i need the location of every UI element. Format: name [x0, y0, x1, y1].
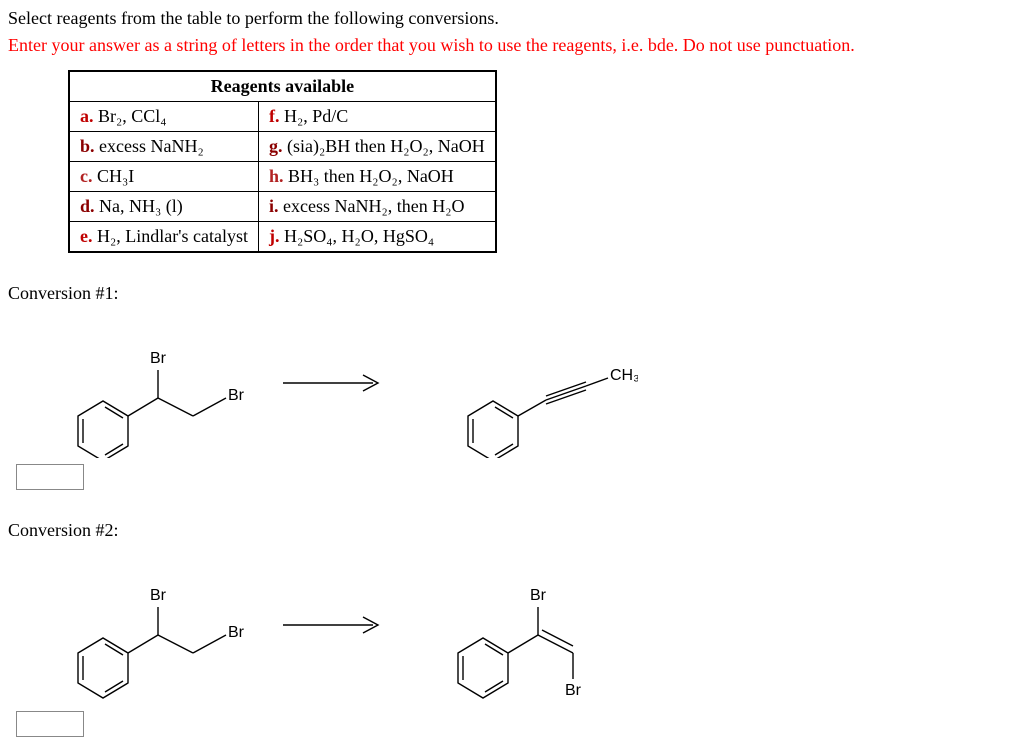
conversion-2-answer-input[interactable]	[16, 711, 84, 737]
reagent-text-j: H₂SO₄, H₂O, HgSO₄	[284, 226, 434, 246]
reagent-text-d: Na, NH₃ (l)	[99, 196, 183, 216]
reagent-text-e: H₂, Lindlar's catalyst	[97, 226, 248, 246]
reagent-label-j: j.	[269, 226, 280, 246]
atom-label-br: Br	[228, 387, 245, 404]
reagent-label-i: i.	[269, 196, 279, 216]
reagent-label-e: e.	[80, 226, 93, 246]
reagent-row: b. excess NaNH₂ g. (sia)₂BH then H₂O₂, N…	[69, 132, 496, 162]
reagent-text-f: H₂, Pd/C	[284, 106, 348, 126]
instruction-line-1: Select reagents from the table to perfor…	[8, 8, 1016, 29]
reagent-text-c: CH₃I	[97, 166, 134, 186]
reagent-label-h: h.	[269, 166, 284, 186]
atom-label-ch3: CH₃	[610, 367, 638, 384]
reagent-label-a: a.	[80, 106, 94, 126]
atom-label-br: Br	[150, 587, 167, 604]
conversion-1-product: CH₃	[418, 308, 638, 458]
reagent-row: e. H₂, Lindlar's catalyst j. H₂SO₄, H₂O,…	[69, 222, 496, 253]
reagent-text-h: BH₃ then H₂O₂, NaOH	[288, 166, 454, 186]
reagent-label-d: d.	[80, 196, 95, 216]
reagent-label-f: f.	[269, 106, 280, 126]
conversion-1-answer-input[interactable]	[16, 464, 84, 490]
reagent-row: d. Na, NH₃ (l) i. excess NaNH₂, then H₂O	[69, 192, 496, 222]
reaction-arrow-icon	[278, 605, 388, 645]
reagent-row: c. CH₃I h. BH₃ then H₂O₂, NaOH	[69, 162, 496, 192]
atom-label-br: Br	[565, 682, 582, 699]
conversion-1-scheme: Br Br CH₃	[28, 308, 1016, 458]
conversion-2-reactant: Br Br	[28, 545, 248, 705]
reagents-table-header: Reagents available	[69, 71, 496, 102]
reagent-text-b: excess NaNH₂	[99, 136, 204, 156]
atom-label-br: Br	[150, 350, 167, 367]
reaction-arrow-icon	[278, 363, 388, 403]
instruction-line-2: Enter your answer as a string of letters…	[8, 35, 1016, 56]
conversion-2-scheme: Br Br Br Br	[28, 545, 1016, 705]
reagent-row: a. Br₂, CCl₄ f. H₂, Pd/C	[69, 102, 496, 132]
atom-label-br: Br	[530, 587, 547, 604]
conversion-2-product: Br Br	[418, 545, 638, 705]
conversion-2-label: Conversion #2:	[8, 520, 1016, 541]
conversion-1-reactant: Br Br	[28, 308, 248, 458]
reagent-text-i: excess NaNH₂, then H₂O	[283, 196, 465, 216]
reagent-text-g: (sia)₂BH then H₂O₂, NaOH	[287, 136, 485, 156]
conversion-1-label: Conversion #1:	[8, 283, 1016, 304]
atom-label-br: Br	[228, 624, 245, 641]
reagent-label-b: b.	[80, 136, 95, 156]
reagent-text-a: Br₂, CCl₄	[98, 106, 167, 126]
reagent-label-c: c.	[80, 166, 93, 186]
reagents-table: Reagents available a. Br₂, CCl₄ f. H₂, P…	[68, 70, 497, 253]
reagent-label-g: g.	[269, 136, 283, 156]
